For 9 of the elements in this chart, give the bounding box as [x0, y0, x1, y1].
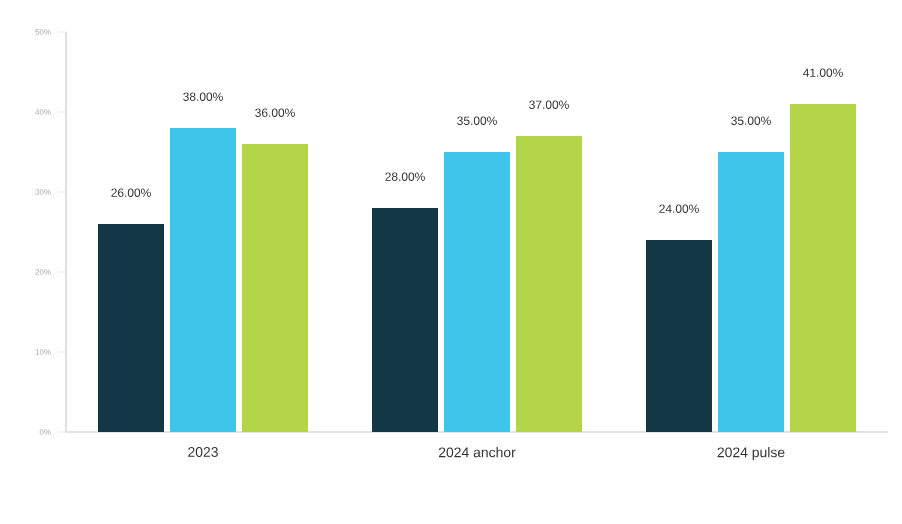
- bar: [790, 104, 857, 432]
- bar: [718, 152, 785, 432]
- bar: [646, 240, 713, 432]
- bar: [242, 144, 309, 432]
- bar: [170, 128, 237, 432]
- bar: [444, 152, 511, 432]
- bar: [516, 136, 583, 432]
- bar: [372, 208, 439, 432]
- bar: [98, 224, 164, 432]
